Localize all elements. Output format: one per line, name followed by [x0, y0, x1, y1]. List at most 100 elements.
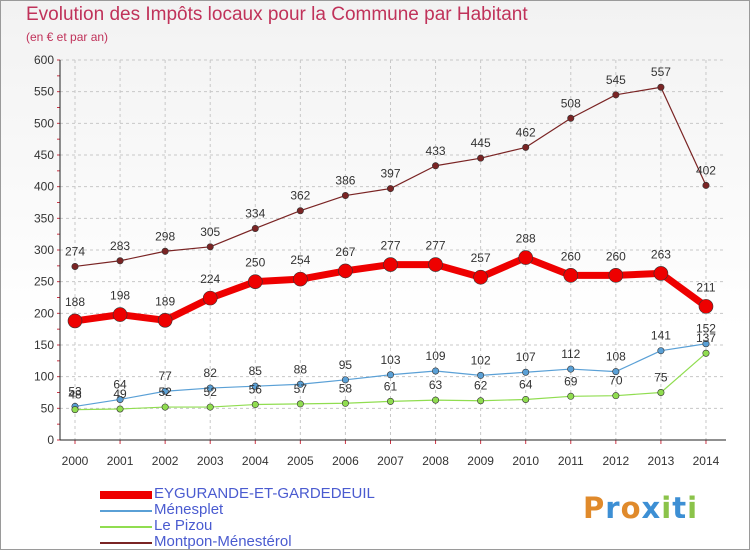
y-tick-label: 400: [34, 180, 54, 194]
data-label: 260: [561, 249, 581, 263]
x-tick-label: 2004: [242, 454, 269, 468]
data-point: [432, 396, 440, 404]
x-tick-label: 2007: [377, 454, 404, 468]
proxiti-logo: Proxiti: [583, 491, 699, 525]
x-tick-label: 2009: [467, 454, 494, 468]
data-label: 274: [65, 244, 85, 258]
data-label: 107: [516, 350, 536, 364]
data-label: 557: [651, 65, 671, 79]
data-point: [432, 367, 440, 375]
data-point: [432, 162, 440, 170]
legend-swatch: [100, 510, 152, 512]
data-point: [612, 392, 620, 400]
data-label: 70: [609, 374, 623, 388]
x-tick-label: 2005: [287, 454, 314, 468]
data-label: 298: [155, 229, 175, 243]
data-point: [657, 83, 665, 91]
data-point: [71, 406, 79, 414]
x-tick-label: 2001: [107, 454, 134, 468]
data-label: 462: [516, 125, 536, 139]
data-point: [247, 274, 263, 289]
data-label: 61: [384, 379, 398, 393]
legend-item: Montpon-Ménestérol: [100, 533, 420, 551]
data-point: [116, 257, 124, 265]
data-label: 545: [606, 73, 626, 87]
x-tick-label: 2008: [422, 454, 449, 468]
data-label: 211: [696, 280, 715, 294]
data-point: [386, 397, 394, 405]
data-label: 102: [471, 353, 491, 367]
y-tick-label: 150: [34, 338, 54, 352]
data-label: 77: [158, 369, 172, 383]
data-point: [522, 368, 530, 376]
data-point: [202, 290, 218, 306]
data-point: [567, 114, 575, 122]
data-label: 277: [426, 239, 446, 253]
legend-swatch: [100, 491, 152, 499]
data-point: [251, 382, 259, 390]
data-label: 433: [426, 144, 446, 158]
data-point: [518, 250, 534, 265]
legend-item: Le Pizou: [100, 517, 420, 535]
data-label: 137: [696, 331, 716, 345]
legend-label: Le Pizou: [154, 517, 213, 534]
x-tick-label: 2014: [693, 454, 720, 468]
data-point: [702, 340, 710, 348]
data-point: [428, 257, 443, 272]
data-point: [563, 268, 579, 283]
legend-swatch: [100, 542, 152, 544]
data-point: [341, 376, 349, 384]
data-point: [608, 268, 624, 283]
data-label: 260: [606, 249, 626, 263]
y-tick-label: 100: [34, 370, 54, 384]
data-label: 257: [471, 251, 491, 265]
x-tick-label: 2011: [558, 454, 584, 468]
data-label: 198: [110, 289, 130, 303]
data-label: 95: [339, 358, 353, 372]
data-point: [612, 368, 620, 376]
data-label: 250: [245, 256, 265, 270]
data-point: [251, 401, 259, 409]
data-label: 109: [426, 349, 446, 363]
data-point: [161, 247, 169, 255]
data-label: 64: [113, 377, 127, 391]
data-label: 88: [294, 362, 308, 376]
data-point: [116, 395, 124, 403]
data-point: [341, 192, 349, 200]
y-tick-label: 550: [34, 85, 54, 99]
data-point: [386, 185, 394, 193]
data-point: [296, 400, 304, 408]
data-point: [477, 154, 485, 162]
data-point: [157, 312, 173, 328]
data-point: [657, 347, 665, 355]
data-point: [206, 243, 214, 251]
y-tick-label: 250: [34, 275, 54, 289]
data-label: 103: [380, 353, 400, 367]
data-label: 69: [564, 374, 578, 388]
data-label: 53: [68, 384, 82, 398]
y-tick-label: 350: [34, 211, 54, 225]
data-point: [338, 263, 353, 279]
chart-title: Evolution des Impôts locaux pour la Comm…: [26, 4, 528, 25]
y-tick-label: 0: [47, 433, 54, 447]
data-point: [251, 224, 259, 232]
data-label: 277: [380, 239, 400, 253]
data-label: 305: [200, 225, 220, 239]
data-point: [702, 349, 710, 357]
data-label: 85: [249, 364, 263, 378]
data-point: [698, 299, 714, 314]
data-label: 288: [516, 232, 536, 246]
data-point: [657, 388, 665, 396]
data-label: 75: [654, 371, 668, 385]
data-label: 267: [335, 245, 355, 259]
data-point: [161, 403, 169, 411]
data-label: 63: [429, 378, 443, 392]
data-label: 58: [339, 381, 353, 395]
data-point: [296, 380, 304, 388]
data-label: 141: [651, 329, 671, 343]
legend-label: Montpon-Ménestérol: [154, 533, 292, 550]
data-label: 52: [158, 385, 172, 399]
data-label: 508: [561, 96, 581, 110]
data-point: [341, 399, 349, 407]
